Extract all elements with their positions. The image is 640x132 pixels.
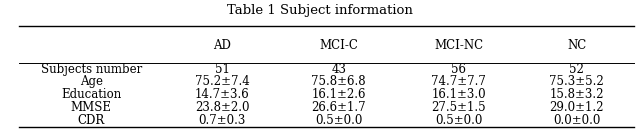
Text: 0.0±0.0: 0.0±0.0 bbox=[553, 114, 600, 127]
Text: 29.0±1.2: 29.0±1.2 bbox=[550, 101, 604, 114]
Text: 15.8±3.2: 15.8±3.2 bbox=[550, 88, 604, 101]
Text: MMSE: MMSE bbox=[71, 101, 112, 114]
Text: Table 1 Subject information: Table 1 Subject information bbox=[227, 4, 413, 17]
Text: 75.8±6.8: 75.8±6.8 bbox=[312, 75, 366, 88]
Text: 23.8±2.0: 23.8±2.0 bbox=[195, 101, 249, 114]
Text: MCI-C: MCI-C bbox=[319, 39, 358, 52]
Text: NC: NC bbox=[567, 39, 586, 52]
Text: Education: Education bbox=[61, 88, 122, 101]
Text: 0.5±0.0: 0.5±0.0 bbox=[315, 114, 362, 127]
Text: MCI-NC: MCI-NC bbox=[434, 39, 483, 52]
Text: 14.7±3.6: 14.7±3.6 bbox=[195, 88, 250, 101]
Text: 0.7±0.3: 0.7±0.3 bbox=[198, 114, 246, 127]
Text: CDR: CDR bbox=[78, 114, 105, 127]
Text: 52: 52 bbox=[570, 63, 584, 76]
Text: 26.6±1.7: 26.6±1.7 bbox=[312, 101, 366, 114]
Text: 43: 43 bbox=[331, 63, 346, 76]
Text: AD: AD bbox=[213, 39, 231, 52]
Text: 16.1±2.6: 16.1±2.6 bbox=[312, 88, 366, 101]
Text: 74.7±7.7: 74.7±7.7 bbox=[431, 75, 486, 88]
Text: Subjects number: Subjects number bbox=[41, 63, 142, 76]
Text: 27.5±1.5: 27.5±1.5 bbox=[431, 101, 486, 114]
Text: 75.3±5.2: 75.3±5.2 bbox=[549, 75, 604, 88]
Text: 16.1±3.0: 16.1±3.0 bbox=[431, 88, 486, 101]
Text: 56: 56 bbox=[451, 63, 466, 76]
Text: 0.5±0.0: 0.5±0.0 bbox=[435, 114, 482, 127]
Text: Age: Age bbox=[80, 75, 103, 88]
Text: 75.2±7.4: 75.2±7.4 bbox=[195, 75, 250, 88]
Text: 51: 51 bbox=[214, 63, 229, 76]
